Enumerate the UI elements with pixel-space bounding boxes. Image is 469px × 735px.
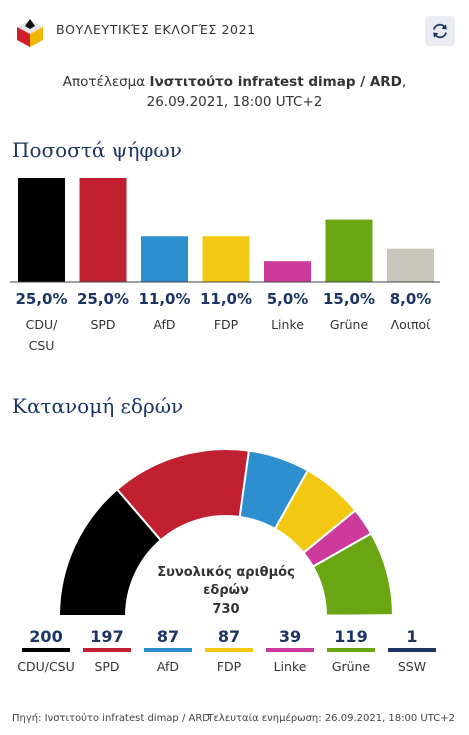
bar-category-label: CDU/CSU xyxy=(26,317,59,353)
seat-count: 39 xyxy=(279,627,301,646)
seat-segment-6 xyxy=(324,614,395,617)
legend-swatch xyxy=(388,648,436,652)
bar-value-label: 25,0% xyxy=(77,290,129,308)
bar-category-label: Linke xyxy=(271,317,304,332)
bar-value-label: 15,0% xyxy=(323,290,375,308)
seat-count: 200 xyxy=(29,627,62,646)
bar-category-label: SPD xyxy=(90,317,115,332)
seat-party-label: AfD xyxy=(157,659,179,674)
bar-6 xyxy=(387,248,434,282)
seat-party-label: Grüne xyxy=(332,659,371,674)
result-datetime: , 26.09.2021, 18:00 UTC+2 xyxy=(146,74,407,110)
bar-value-label: 25,0% xyxy=(15,290,67,308)
seat-count: 1 xyxy=(406,627,417,646)
bar-category-label: Grüne xyxy=(330,317,369,332)
seat-party-label: FDP xyxy=(217,659,242,674)
votes-section-title: Ποσοστά ψήφων xyxy=(12,138,182,162)
bar-category-label: FDP xyxy=(214,317,239,332)
seats-section-title: Κατανομή εδρών xyxy=(12,394,184,418)
bar-1 xyxy=(79,178,127,282)
center-label: Συνολικός αριθμός εδρών xyxy=(157,565,295,598)
result-info: Αποτέλεσμα Ινστιτούτο infratest dimap / … xyxy=(20,72,449,112)
legend-swatch xyxy=(83,648,131,652)
seat-count: 197 xyxy=(90,627,123,646)
seat-party-label: SPD xyxy=(94,659,119,674)
seat-party-label: CDU/CSU xyxy=(17,659,75,674)
bar-value-label: 11,0% xyxy=(200,290,252,308)
refresh-icon xyxy=(433,23,447,39)
legend-swatch xyxy=(327,648,375,652)
legend-swatch xyxy=(205,648,253,652)
seat-count: 87 xyxy=(218,627,240,646)
bar-0 xyxy=(18,178,65,282)
source-note: Πηγή: Ινστιτούτο infratest dimap / ARD xyxy=(12,713,210,724)
bar-value-label: 11,0% xyxy=(138,290,190,308)
seat-count: 119 xyxy=(334,627,367,646)
result-institute: Ινστιτούτο infratest dimap / ARD xyxy=(149,74,402,90)
bar-3 xyxy=(202,236,250,282)
last-updated: Τελευταία ενημέρωση: 26.09.2021, 18:00 U… xyxy=(207,713,455,724)
bar-value-label: 8,0% xyxy=(390,290,432,308)
total-seats: 730 xyxy=(212,602,239,617)
seat-distribution-chart: Συνολικός αριθμός εδρών 730 200 CDU/CSU 197 SP… xyxy=(17,448,436,674)
legend-swatch xyxy=(144,648,192,652)
legend-swatch xyxy=(22,648,70,652)
seat-party-label: SSW xyxy=(398,659,426,674)
result-prefix: Αποτέλεσμα xyxy=(62,74,146,90)
vote-share-bar-chart: 25,0% CDU/CSU 25,0% SPD 11,0% AfD 11,0% FDP 5,0%… xyxy=(10,178,440,353)
ballot-box-icon xyxy=(17,19,43,47)
app-title: ΒΟΥΛΕΥΤΙΚΈΣ ΕΚΛΟΓΈΣ 2021 xyxy=(56,22,256,37)
bar-category-label: Λοιποί xyxy=(391,317,432,332)
bar-value-label: 5,0% xyxy=(267,290,309,308)
app-header: ΒΟΥΛΕΥΤΙΚΈΣ ΕΚΛΟΓΈΣ 2021 xyxy=(14,14,455,50)
bar-2 xyxy=(141,236,188,282)
seat-count: 87 xyxy=(157,627,179,646)
bar-5 xyxy=(325,219,373,282)
refresh-button[interactable] xyxy=(425,16,455,46)
bar-4 xyxy=(264,261,311,282)
seat-party-label: Linke xyxy=(274,659,307,674)
legend-swatch xyxy=(266,648,314,652)
bar-category-label: AfD xyxy=(153,317,175,332)
